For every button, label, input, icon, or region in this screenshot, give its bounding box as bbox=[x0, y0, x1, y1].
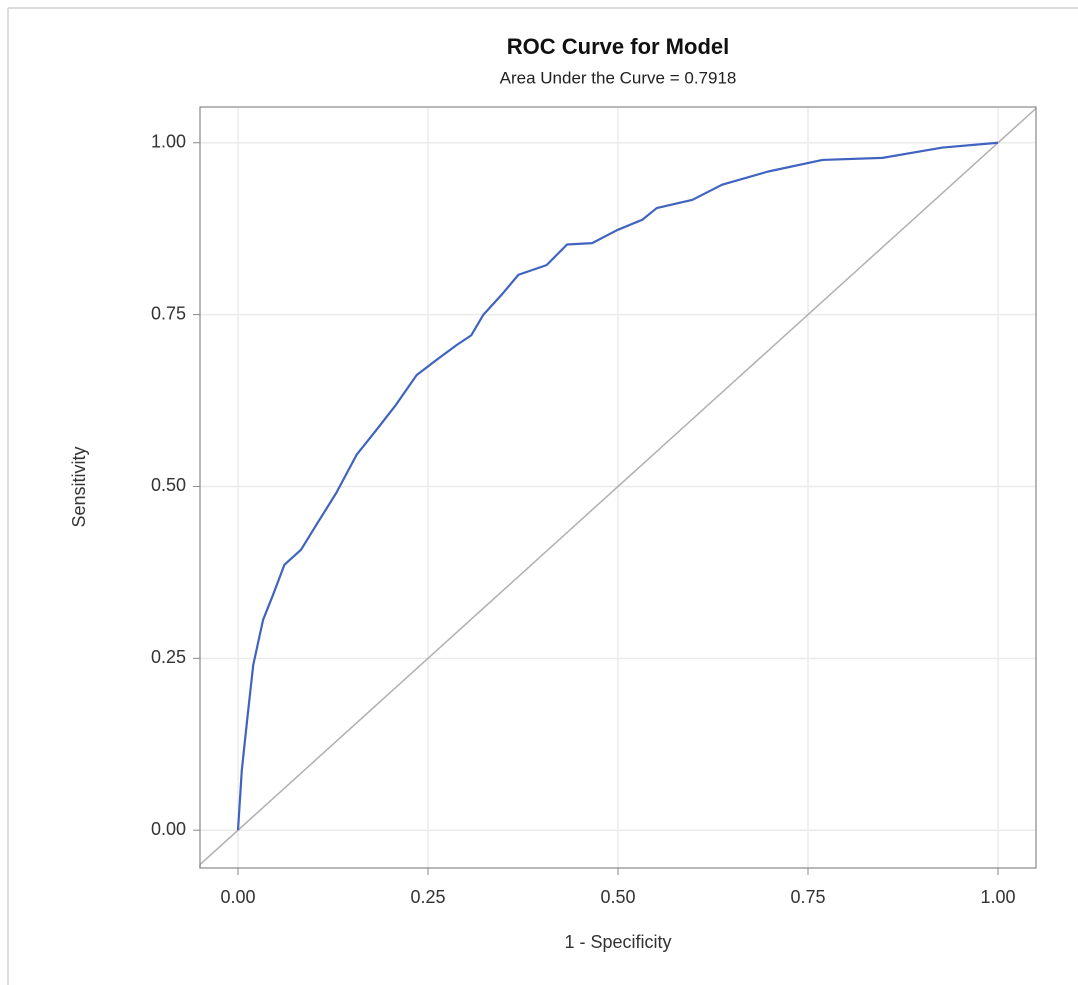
x-tick-label: 1.00 bbox=[980, 887, 1015, 907]
x-tick-label: 0.25 bbox=[410, 887, 445, 907]
y-tick-label: 0.75 bbox=[151, 303, 186, 323]
x-tick-label: 0.00 bbox=[220, 887, 255, 907]
chart-title: ROC Curve for Model bbox=[507, 34, 729, 59]
x-tick-label: 0.75 bbox=[790, 887, 825, 907]
reference-diagonal bbox=[199, 107, 1037, 866]
x-axis-label: 1 - Specificity bbox=[564, 932, 671, 952]
y-tick-label: 1.00 bbox=[151, 131, 186, 151]
plot-frame bbox=[199, 106, 1037, 869]
y-tick-label: 0.25 bbox=[151, 647, 186, 667]
x-tick-label: 0.50 bbox=[600, 887, 635, 907]
roc-curve bbox=[236, 141, 999, 831]
chart-subtitle: Area Under the Curve = 0.7918 bbox=[500, 68, 737, 87]
y-tick-label: 0.50 bbox=[151, 475, 186, 495]
y-axis-label: Sensitivity bbox=[69, 446, 89, 527]
y-tick-label: 0.00 bbox=[151, 819, 186, 839]
